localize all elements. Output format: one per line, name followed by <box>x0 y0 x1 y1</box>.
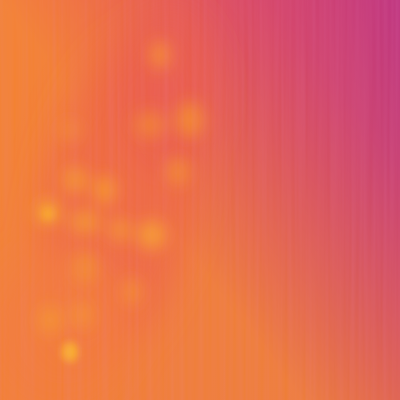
thermal-image <box>0 0 400 400</box>
sensor-streaks <box>0 0 400 400</box>
thermal-scene <box>0 0 400 400</box>
